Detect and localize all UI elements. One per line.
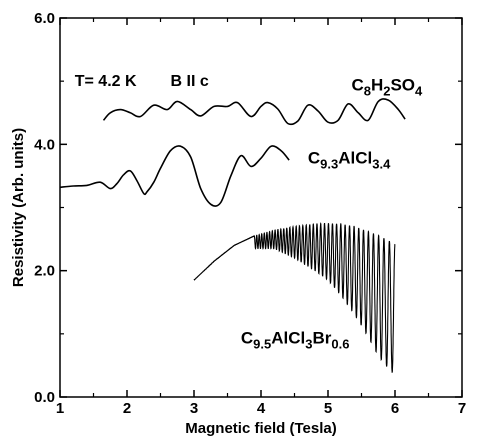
- y-tick-label: 0.0: [34, 389, 55, 406]
- series-label: C8H2SO4: [351, 76, 423, 99]
- x-tick-label: 5: [324, 400, 332, 417]
- x-tick-label: 2: [123, 400, 131, 417]
- series-label-part: 9.3: [320, 156, 338, 171]
- series-label-part: 8: [364, 84, 371, 99]
- series-label-part: 3: [305, 336, 312, 351]
- y-axis-title: Resistivity (Arb. units): [10, 128, 27, 287]
- series-label-part: C: [241, 328, 253, 347]
- series-c9-3alcl3-4: C9.3AlCl3.4: [59, 145, 391, 207]
- chart-labels: Magnetic field (Tesla) Resistivity (Arb.…: [10, 73, 337, 437]
- series-label-part: 3.4: [372, 156, 391, 171]
- y-tick-label: 6.0: [34, 10, 55, 27]
- series-label-part: SO: [390, 76, 415, 95]
- series-label-part: AlCl: [271, 328, 305, 347]
- series-label-part: H: [371, 76, 383, 95]
- series-label-part: 2: [383, 84, 390, 99]
- x-tick-label: 7: [458, 400, 466, 417]
- series-line: [102, 98, 406, 126]
- annotation-temperature: T= 4.2 K: [75, 73, 137, 90]
- series-line: [193, 222, 396, 373]
- annotation-field-direction: B II c: [171, 73, 209, 90]
- series-c9-5alcl3br0-6: C9.5AlCl3Br0.6: [193, 222, 396, 373]
- series-label-part: Br: [312, 328, 331, 347]
- series-label-part: AlCl: [338, 148, 372, 167]
- x-tick-label: 1: [56, 400, 64, 417]
- x-tick-label: 4: [257, 400, 266, 417]
- series-label: C9.3AlCl3.4: [308, 148, 391, 171]
- y-tick-label: 2.0: [34, 263, 55, 280]
- plot-axes: 1 2 3 4 5 6 7 0.0 2.0 4.0 6.0: [34, 10, 466, 417]
- series-line: [59, 145, 290, 207]
- series-label: C9.5AlCl3Br0.6: [241, 328, 350, 351]
- x-tick-label: 3: [190, 400, 198, 417]
- x-axis-title: Magnetic field (Tesla): [185, 420, 336, 437]
- series-label-part: 4: [415, 84, 423, 99]
- y-tick-label: 4.0: [34, 136, 55, 153]
- series-label-part: 0.6: [331, 336, 349, 351]
- series-c8h2so4: C8H2SO4: [102, 76, 423, 126]
- series-label-part: C: [351, 76, 363, 95]
- series-label-part: C: [308, 148, 320, 167]
- series-label-part: 9.5: [253, 336, 271, 351]
- x-tick-label: 6: [391, 400, 399, 417]
